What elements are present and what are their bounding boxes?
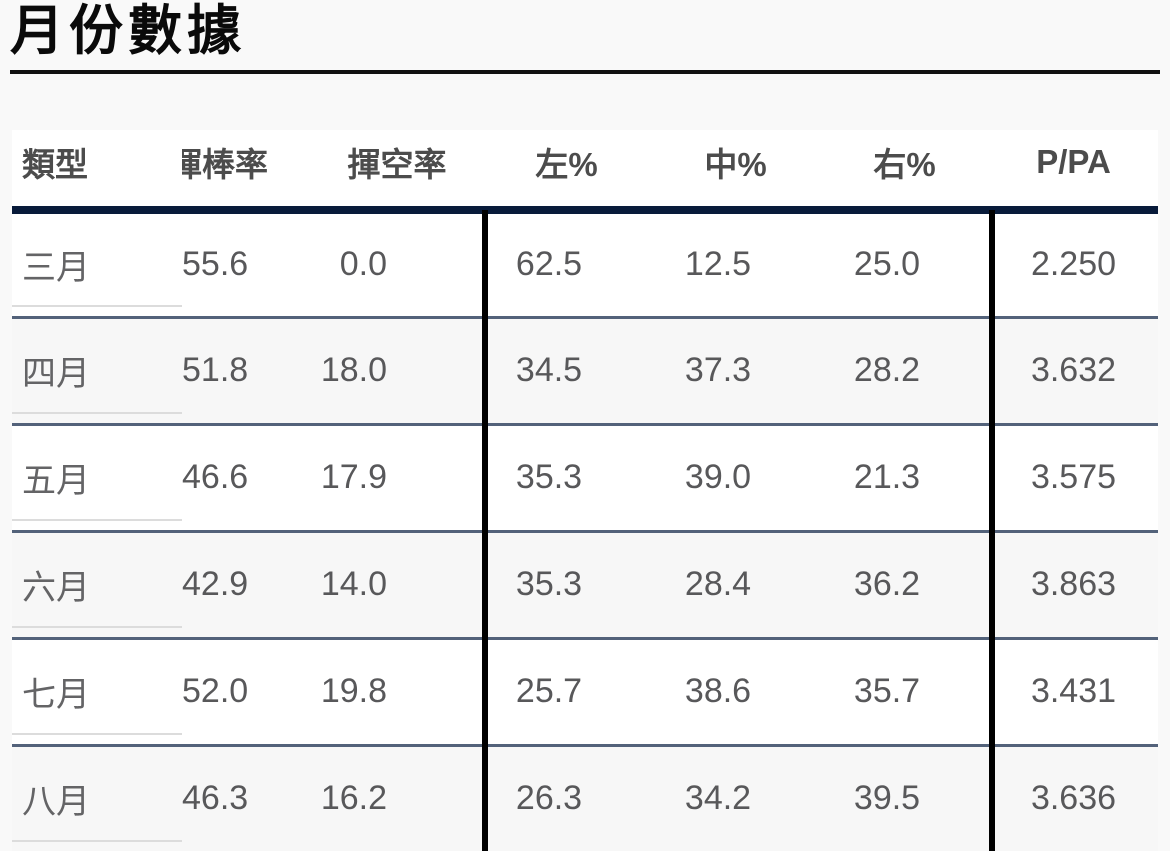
- table-row: 六月 42.9 14.0 35.3 28.4 36.2 3.863: [12, 531, 1158, 640]
- p-pa-cell: 3.636: [989, 745, 1158, 851]
- column-header-whiff-rate: 揮空率: [312, 130, 482, 214]
- center-pct-cell: 37.3: [651, 317, 820, 426]
- column-header-type: 類型: [12, 130, 182, 214]
- whiff-rate-cell: 18.0: [312, 317, 482, 426]
- right-pct-cell: 36.2: [820, 531, 989, 640]
- month-cell: 三月: [12, 210, 182, 319]
- swing-rate-cell: 46.3: [182, 745, 312, 851]
- month-cell: 六月: [12, 531, 182, 640]
- whiff-rate-cell: 16.2: [312, 745, 482, 851]
- swing-rate-cell: 51.8: [182, 317, 312, 426]
- swing-rate-cell: 52.0: [182, 638, 312, 747]
- whiff-rate-cell: 17.9: [312, 424, 482, 533]
- p-pa-cell: 2.250: [989, 210, 1158, 319]
- table-row: 七月 52.0 19.8 25.7 38.6 35.7 3.431: [12, 638, 1158, 747]
- swing-rate-cell: 46.6: [182, 424, 312, 533]
- right-pct-cell: 35.7: [820, 638, 989, 747]
- data-table: 類型 揮棒率 揮空率 左% 中% 右% P/PA 三月 55.6 0.0 62.…: [12, 130, 1158, 851]
- center-pct-cell: 34.2: [651, 745, 820, 851]
- right-pct-cell: 39.5: [820, 745, 989, 851]
- left-pct-cell: 34.5: [482, 317, 651, 426]
- month-cell: 八月: [12, 745, 182, 851]
- column-header-center-pct: 中%: [651, 130, 820, 214]
- p-pa-cell: 3.431: [989, 638, 1158, 747]
- table-row: 五月 46.6 17.9 35.3 39.0 21.3 3.575: [12, 424, 1158, 533]
- p-pa-cell: 3.575: [989, 424, 1158, 533]
- swing-rate-cell: 42.9: [182, 531, 312, 640]
- column-divider-2: [989, 210, 995, 851]
- p-pa-cell: 3.863: [989, 531, 1158, 640]
- p-pa-cell: 3.632: [989, 317, 1158, 426]
- month-cell: 五月: [12, 424, 182, 533]
- right-pct-cell: 28.2: [820, 317, 989, 426]
- center-pct-cell: 12.5: [651, 210, 820, 319]
- whiff-rate-cell: 19.8: [312, 638, 482, 747]
- column-header-left-pct: 左%: [482, 130, 651, 214]
- left-pct-cell: 25.7: [482, 638, 651, 747]
- column-header-p-pa: P/PA: [989, 130, 1158, 214]
- column-header-swing-rate: 揮棒率: [182, 130, 312, 214]
- left-pct-cell: 35.3: [482, 531, 651, 640]
- center-pct-cell: 38.6: [651, 638, 820, 747]
- monthly-data-table: 類型 揮棒率 揮空率 左% 中% 右% P/PA 三月 55.6 0.0 62.…: [12, 130, 1158, 851]
- month-cell: 四月: [12, 317, 182, 426]
- column-header-right-pct: 右%: [820, 130, 989, 214]
- swing-rate-cell: 55.6: [182, 210, 312, 319]
- right-pct-cell: 25.0: [820, 210, 989, 319]
- right-pct-cell: 21.3: [820, 424, 989, 533]
- table-row: 四月 51.8 18.0 34.5 37.3 28.2 3.632: [12, 317, 1158, 426]
- column-divider-1: [482, 210, 488, 851]
- title-block: 月份數據: [10, 0, 1160, 74]
- month-cell: 七月: [12, 638, 182, 747]
- left-pct-cell: 35.3: [482, 424, 651, 533]
- whiff-rate-cell: 0.0: [312, 210, 482, 319]
- table-row: 八月 46.3 16.2 26.3 34.2 39.5 3.636: [12, 745, 1158, 851]
- header-row: 類型 揮棒率 揮空率 左% 中% 右% P/PA: [12, 130, 1158, 214]
- table-body: 三月 55.6 0.0 62.5 12.5 25.0 2.250 四月 51.8…: [12, 210, 1158, 851]
- whiff-rate-cell: 14.0: [312, 531, 482, 640]
- center-pct-cell: 39.0: [651, 424, 820, 533]
- left-pct-cell: 26.3: [482, 745, 651, 851]
- page-title: 月份數據: [10, 1, 246, 61]
- table-row: 三月 55.6 0.0 62.5 12.5 25.0 2.250: [12, 210, 1158, 319]
- left-pct-cell: 62.5: [482, 210, 651, 319]
- center-pct-cell: 28.4: [651, 531, 820, 640]
